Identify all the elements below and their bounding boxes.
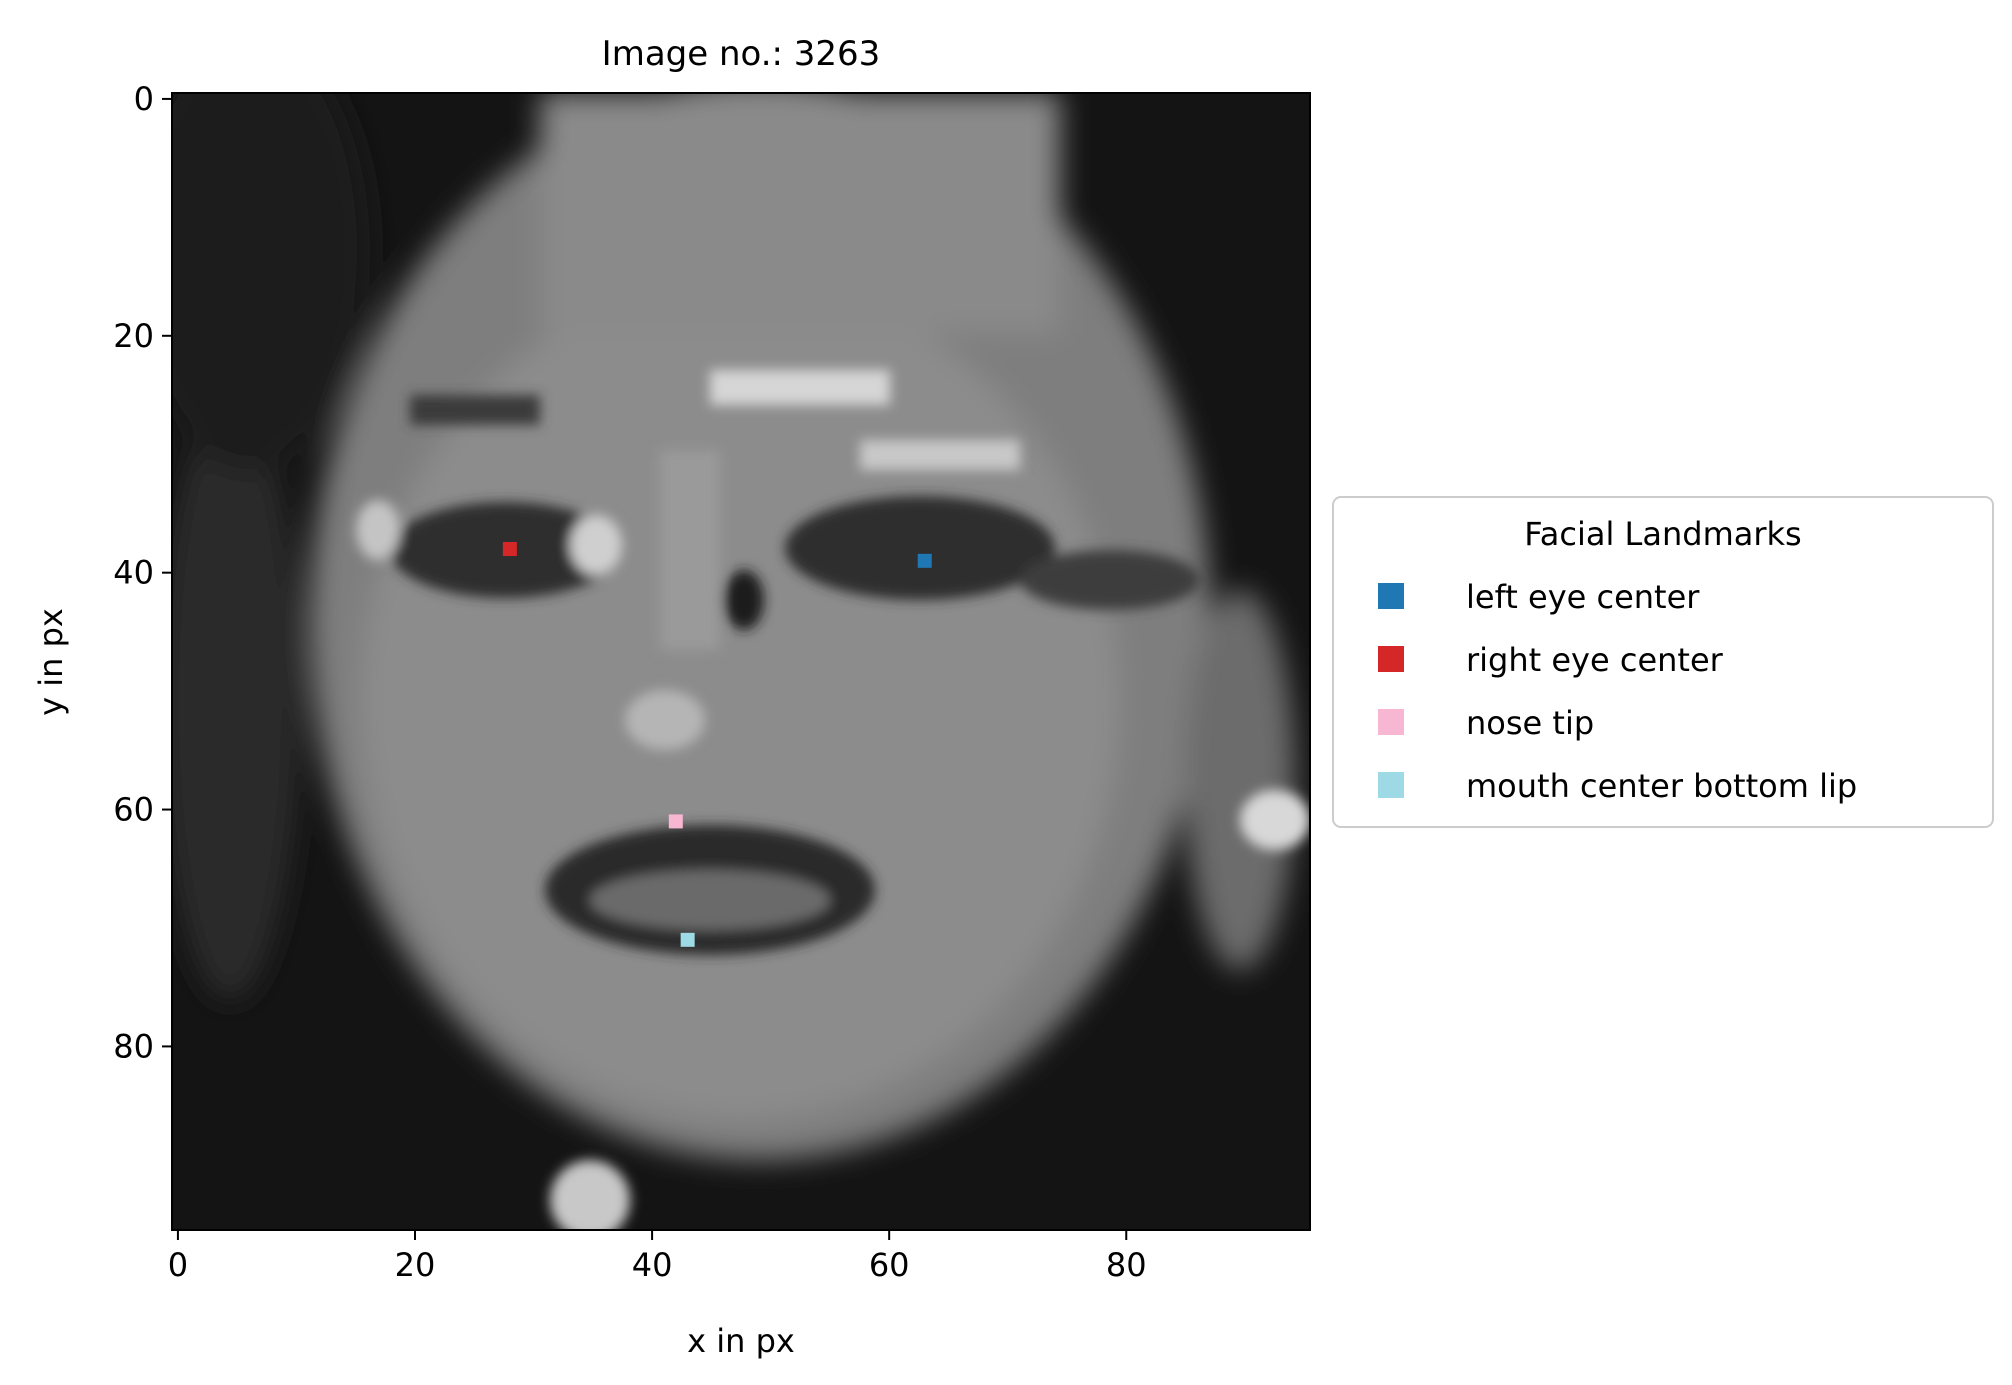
legend-label: nose tip — [1466, 704, 1594, 742]
landmark-point-nose-tip — [668, 814, 683, 829]
legend-marker — [1378, 583, 1404, 609]
x-tick-label: 20 — [395, 1246, 436, 1284]
legend-label: mouth center bottom lip — [1466, 767, 1857, 805]
landmark-point-right-eye-center — [502, 541, 517, 556]
legend-title: Facial Landmarks — [1524, 515, 1801, 553]
legend-marker — [1378, 772, 1404, 798]
legend-label: left eye center — [1466, 578, 1700, 616]
axes-frame — [171, 92, 1311, 1231]
legend-marker — [1378, 709, 1404, 735]
x-tick-label: 40 — [632, 1246, 673, 1284]
x-tick-label: 0 — [168, 1246, 188, 1284]
y-tick-label: 80 — [113, 1027, 154, 1065]
x-tick-label: 80 — [1106, 1246, 1147, 1284]
legend: Facial Landmarks left eye center right ey… — [1332, 496, 1994, 828]
landmark-point-left-eye-center — [917, 553, 932, 568]
x-tick-label: 60 — [869, 1246, 910, 1284]
legend-box — [1332, 496, 1994, 828]
x-axis-label: x in px — [687, 1322, 795, 1360]
face-image — [172, 93, 1310, 1230]
y-tick-label: 20 — [113, 317, 154, 355]
x-axis-ticks: 0 20 40 60 80 — [168, 1230, 1147, 1284]
landmark-points — [502, 541, 932, 947]
chart-title: Image no.: 3263 — [602, 34, 881, 74]
landmark-point-mouth-center-bottom-lip — [680, 932, 695, 947]
legend-marker — [1378, 646, 1404, 672]
y-tick-label: 60 — [113, 791, 154, 829]
y-axis-label: y in px — [32, 608, 70, 716]
legend-items: left eye center right eye center nose tip m… — [1378, 578, 1857, 805]
legend-label: right eye center — [1466, 641, 1724, 679]
y-tick-label: 40 — [113, 554, 154, 592]
y-axis-ticks: 0 20 40 60 80 — [113, 80, 172, 1065]
y-tick-label: 0 — [134, 80, 154, 118]
